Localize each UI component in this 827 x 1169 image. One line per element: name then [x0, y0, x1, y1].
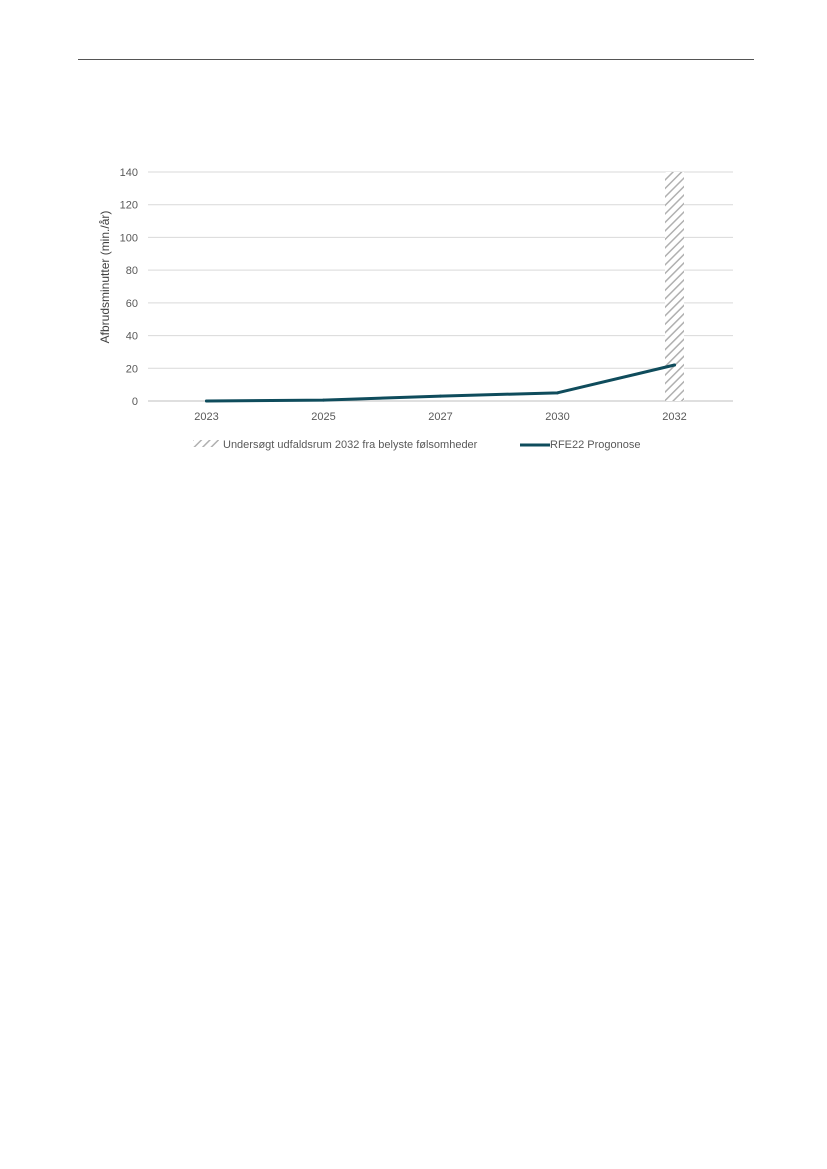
chart: 0 20 40 60 80 100 120 140 2023 2025 2027 2030 2032 …	[90, 160, 750, 460]
y-tick-label-120: 120	[120, 200, 138, 212]
data-point-2027	[439, 394, 442, 398]
x-tick-label-2027: 2027	[428, 411, 452, 423]
x-tick-label-2030: 2030	[545, 411, 569, 423]
legend-swatch-range-band	[193, 440, 219, 447]
legend-label-range-band: Undersøgt udfaldsrum 2032 fra belyste fø…	[223, 439, 478, 451]
y-axis-title: Afbrudsminutter (min./år)	[98, 211, 112, 344]
y-tick-label-40: 40	[126, 331, 138, 343]
x-tick-label-2032: 2032	[662, 411, 686, 423]
legend-label-series: RFE22 Progonose	[550, 439, 641, 451]
y-tick-label-20: 20	[126, 363, 138, 375]
y-tick-label-0: 0	[132, 396, 138, 408]
data-point-2032	[673, 363, 676, 367]
y-tick-label-140: 140	[120, 167, 138, 179]
y-tick-labels: 0 20 40 60 80 100 120 140	[120, 167, 138, 408]
data-point-2025	[322, 398, 325, 402]
x-tick-labels: 2023 2025 2027 2030 2032	[194, 411, 686, 423]
y-tick-label-100: 100	[120, 232, 138, 244]
y-tick-label-80: 80	[126, 265, 138, 277]
series-layer	[205, 363, 676, 403]
header-rule	[78, 59, 754, 60]
x-tick-label-2025: 2025	[311, 411, 335, 423]
range-band-2032	[665, 172, 684, 401]
y-tick-label-60: 60	[126, 298, 138, 310]
data-point-2023	[205, 399, 208, 403]
range-band-layer	[665, 172, 684, 401]
legend: Undersøgt udfaldsrum 2032 fra belyste fø…	[193, 439, 641, 451]
gridlines	[148, 171, 733, 402]
data-point-2030	[556, 391, 559, 395]
x-tick-label-2023: 2023	[194, 411, 218, 423]
